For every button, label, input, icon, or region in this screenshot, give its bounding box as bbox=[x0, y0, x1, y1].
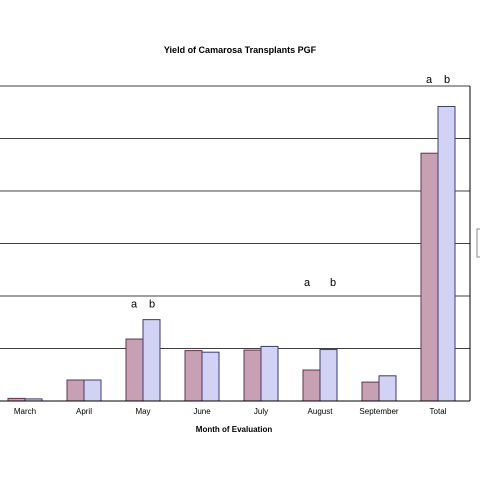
x-tick-label-total: Total bbox=[430, 407, 447, 416]
chart-title: Yield of Camarosa Transplants PGF bbox=[164, 45, 317, 55]
bar-august-series-1 bbox=[302, 369, 321, 402]
x-tick-label-may: May bbox=[135, 407, 150, 416]
x-tick-label-march: March bbox=[14, 407, 36, 416]
bar-june-series-2 bbox=[201, 351, 220, 402]
gridlines bbox=[0, 85, 470, 349]
bar-total-series-1 bbox=[420, 152, 439, 402]
x-tick-labels: March April May June July August September Tota… bbox=[14, 407, 447, 416]
bar-june-series-1 bbox=[184, 350, 203, 402]
bars bbox=[7, 105, 456, 402]
significance-annotations: a ba ba b bbox=[131, 74, 450, 311]
x-tick-label-april: April bbox=[76, 407, 92, 416]
annotation-august-b: b bbox=[330, 277, 336, 289]
x-tick-label-september: September bbox=[359, 407, 398, 416]
bar-april-series-1 bbox=[66, 379, 85, 402]
legend-box-fragment bbox=[476, 228, 480, 258]
x-axis-title: Month of Evaluation bbox=[196, 425, 273, 434]
bar-april-series-2 bbox=[83, 379, 102, 402]
x-tick-label-august: August bbox=[308, 407, 334, 416]
bar-september-series-1 bbox=[361, 381, 380, 402]
annotation-total-b: b bbox=[444, 74, 450, 86]
bar-july-series-2 bbox=[260, 345, 279, 402]
annotation-may-a: a bbox=[131, 299, 138, 311]
annotation-may-b: b bbox=[149, 299, 155, 311]
bar-september-series-2 bbox=[378, 375, 397, 402]
bar-august-series-2 bbox=[319, 349, 338, 402]
x-tick-label-july: July bbox=[254, 407, 268, 416]
annotation-total-a: a bbox=[426, 74, 433, 86]
annotation-august-a: a bbox=[304, 277, 311, 289]
bar-total-series-2 bbox=[437, 105, 456, 402]
x-tick-label-june: June bbox=[193, 407, 211, 416]
bar-may-series-2 bbox=[142, 319, 161, 402]
bar-may-series-1 bbox=[125, 338, 144, 402]
bar-july-series-1 bbox=[243, 349, 262, 402]
